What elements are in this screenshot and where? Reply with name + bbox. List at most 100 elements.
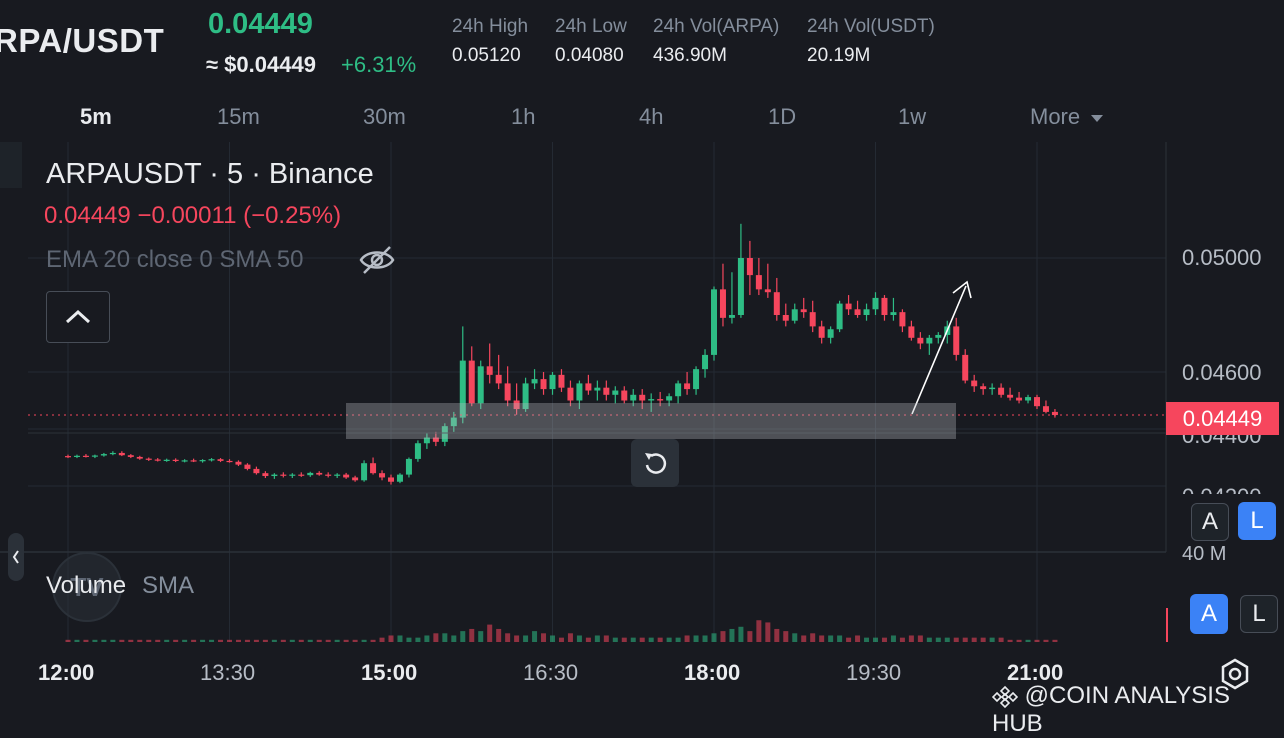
candle-body (818, 326, 825, 338)
caret-down-icon (1091, 115, 1104, 123)
volume-bar (137, 639, 143, 642)
volume-bar (164, 639, 170, 642)
volume-bar (146, 639, 152, 642)
volume-bar (855, 635, 861, 642)
candle-body (881, 297, 888, 315)
candle-body (334, 474, 341, 476)
side-panel-handle[interactable] (8, 533, 24, 581)
volume-bar (576, 635, 582, 642)
volume-bar (514, 635, 520, 642)
volume-bar (747, 631, 753, 642)
reset-chart-button[interactable] (631, 439, 679, 487)
candle-body (809, 312, 816, 327)
volume-bar (1007, 639, 1013, 642)
volume-bar (738, 626, 744, 642)
eye-off-icon[interactable] (358, 243, 396, 277)
volume-bar (944, 637, 950, 642)
tab-5m[interactable]: 5m (80, 104, 112, 129)
volume-bar (298, 639, 304, 642)
candle-body (603, 387, 610, 395)
candle-body (388, 477, 394, 482)
symbol-legend: ARPAUSDT · 5 · Binance (46, 158, 374, 190)
volume-bar (864, 637, 870, 642)
candle-body (872, 297, 879, 310)
time-axis-label: 18:00 (684, 660, 741, 685)
candle-body (396, 474, 403, 482)
candlestick-chart[interactable] (0, 0, 1284, 720)
collapse-legend-button[interactable] (46, 291, 110, 343)
tab-more[interactable]: More (1030, 104, 1104, 130)
candle-body (522, 383, 529, 410)
candle-body (899, 312, 906, 327)
auto-scale-button[interactable]: A (1191, 503, 1229, 541)
volume-auto-scale-button[interactable]: A (1190, 594, 1228, 634)
candle-body (1034, 397, 1040, 407)
candle-body (199, 460, 206, 462)
candle-body (621, 390, 628, 401)
volume-bar (101, 639, 107, 642)
candle-body (666, 396, 673, 401)
volume-bar (550, 635, 555, 642)
tab-1d[interactable]: 1D (768, 104, 797, 129)
volume-bar (119, 639, 125, 642)
settings-icon[interactable] (1218, 657, 1252, 691)
stat-24h-low-label: 24h Low (555, 16, 627, 37)
candle-body (657, 399, 664, 401)
volume-bar (962, 637, 968, 642)
tradingview-logo[interactable]: TV (52, 552, 122, 622)
candle-body (1016, 397, 1023, 401)
svg-text:TV: TV (70, 572, 104, 602)
candle-body (181, 460, 188, 462)
volume-bar (74, 639, 80, 642)
tab-4h[interactable]: 4h (639, 104, 664, 129)
candle-body (558, 374, 565, 388)
candle-body (468, 360, 475, 404)
volume-bar (819, 635, 825, 642)
volume-bar (980, 637, 986, 642)
ohlc-change-legend: 0.04449 −0.00011 (−0.25%) (44, 202, 342, 229)
candle-body (908, 326, 915, 338)
candle-body (764, 289, 771, 293)
candle-body (953, 326, 960, 355)
candle-body (567, 387, 574, 401)
volume-bar (1025, 639, 1031, 642)
volume-bar (316, 639, 322, 642)
tab-1w[interactable]: 1w (898, 104, 927, 129)
support-zone-rectangle[interactable] (346, 403, 956, 439)
tab-1h[interactable]: 1h (511, 104, 536, 129)
volume-bar (926, 637, 932, 642)
pair-name[interactable]: RPA/USDT (0, 22, 165, 59)
candle-body (423, 437, 430, 444)
candle-body (271, 474, 278, 477)
volume-bar (406, 637, 412, 642)
candle-body (800, 309, 807, 313)
log-scale-button[interactable]: L (1238, 502, 1276, 540)
volume-bar (953, 637, 959, 642)
candle-body (190, 460, 197, 462)
candle-body (549, 374, 556, 390)
volume-bar (603, 635, 609, 642)
candle-body (612, 390, 619, 395)
candle-body (307, 472, 314, 476)
time-axis-label: 21:00 (1007, 660, 1064, 685)
candle-body (576, 383, 583, 401)
tab-30m[interactable]: 30m (363, 104, 406, 129)
candle-body (118, 452, 125, 456)
candle-body (405, 458, 412, 475)
candle-body (495, 374, 502, 384)
volume-bar (334, 639, 340, 642)
time-axis-label: 16:30 (523, 660, 579, 685)
volume-bar (648, 637, 654, 642)
volume-bar (828, 635, 834, 642)
candle-body (370, 463, 377, 474)
volume-bar (271, 639, 277, 642)
volume-log-scale-button[interactable]: L (1240, 595, 1278, 633)
volume-bar (433, 633, 439, 642)
volume-bar (424, 635, 430, 642)
volume-bar (262, 639, 268, 642)
volume-bar (191, 639, 197, 642)
candle-body (737, 258, 744, 315)
tab-15m[interactable]: 15m (217, 104, 260, 129)
volume-bar (1043, 639, 1049, 642)
candle-body (163, 459, 170, 461)
